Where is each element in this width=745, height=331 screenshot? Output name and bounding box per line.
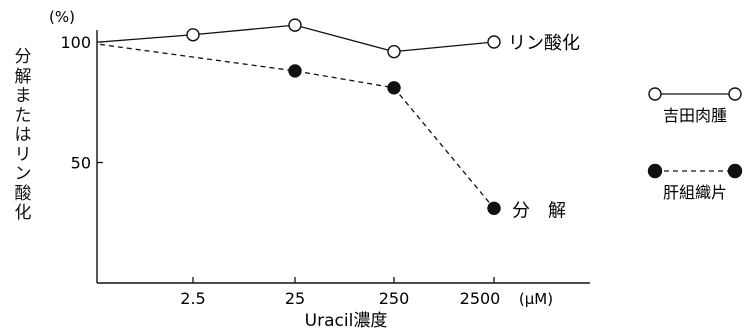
legend-label: 肝組織片 [663,183,727,202]
x-tick-label: 250 [379,289,410,308]
legend-entry-2: 肝組織片 [647,163,743,202]
legend-marker [648,87,662,101]
x-tick-label: 2.5 [180,289,205,308]
data-point [387,44,401,59]
data-point [387,81,401,95]
series-end-label: 分 解 [512,200,566,221]
data-point [288,18,302,32]
data-point [186,28,200,42]
legend-entry-1: 吉田肉腫 [648,87,742,125]
series-2: 分 解 [99,43,566,221]
data-point [487,201,501,215]
y-axis-label: 分解またはリン酸化 [14,47,32,223]
legend-marker [727,163,743,179]
ticks: 100 50 2.5 25 250 2500 [60,33,500,308]
x-tick-label: 2500 [460,289,501,308]
legend-label: 吉田肉腫 [663,106,727,125]
series-line [99,43,495,209]
legend-marker [728,87,742,101]
data-point [487,35,501,49]
axes [96,30,590,284]
y-tick-label: 100 [60,33,91,52]
legend-marker [647,163,663,179]
x-unit-label: (μM) [519,290,553,308]
data-point [288,64,302,78]
x-axis-label: Uracil濃度 [305,311,388,331]
y-tick-label: 50 [71,154,91,173]
y-unit-label: (%) [49,8,75,26]
x-tick-label: 25 [285,289,305,308]
series-end-label: リン酸化 [508,33,580,54]
series-1: リン酸化 [99,18,580,59]
